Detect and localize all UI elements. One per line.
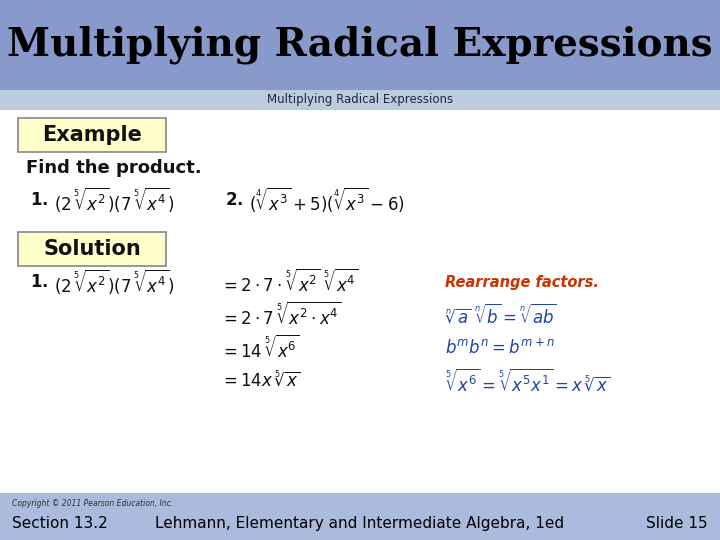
Text: $\mathbf{1.}$: $\mathbf{1.}$ [30,273,48,291]
Text: $\sqrt[n]{a}\;\sqrt[n]{b} = \sqrt[n]{ab}$: $\sqrt[n]{a}\;\sqrt[n]{b} = \sqrt[n]{ab}… [445,303,557,327]
Text: $b^m b^n = b^{m+n}$: $b^m b^n = b^{m+n}$ [445,339,555,357]
Text: Solution: Solution [43,239,141,259]
Text: $\mathbf{1.}$: $\mathbf{1.}$ [30,191,48,209]
Text: $\mathbf{2.}$: $\mathbf{2.}$ [225,191,243,209]
Text: Copyright © 2011 Pearson Education, Inc.: Copyright © 2011 Pearson Education, Inc. [12,499,174,508]
Text: $(2\,\sqrt[5]{x^2})(7\,\sqrt[5]{x^4})$: $(2\,\sqrt[5]{x^2})(7\,\sqrt[5]{x^4})$ [54,186,174,214]
FancyBboxPatch shape [18,118,166,152]
Text: $\sqrt[5]{x^6} = \sqrt[5]{x^5 x^1} = x\,\sqrt[5]{x}$: $\sqrt[5]{x^6} = \sqrt[5]{x^5 x^1} = x\,… [445,368,611,394]
Bar [0,90,720,110]
Text: Multiplying Radical Expressions: Multiplying Radical Expressions [7,26,713,64]
Text: $= 14\,\sqrt[5]{x^6}$: $= 14\,\sqrt[5]{x^6}$ [220,334,300,362]
Bar [0,0,720,90]
Bar [0,110,720,493]
Text: Example: Example [42,125,142,145]
Text: Rearrange factors.: Rearrange factors. [445,274,599,289]
Text: Section 13.2: Section 13.2 [12,516,108,531]
Bar [0,493,720,540]
Text: Multiplying Radical Expressions: Multiplying Radical Expressions [267,93,453,106]
FancyBboxPatch shape [18,232,166,266]
Text: $= 14x\,\sqrt[5]{x}$: $= 14x\,\sqrt[5]{x}$ [220,372,300,391]
Text: Lehmann, Elementary and Intermediate Algebra, 1ed: Lehmann, Elementary and Intermediate Alg… [156,516,564,531]
Text: $(2\,\sqrt[5]{x^2})(7\,\sqrt[5]{x^4})$: $(2\,\sqrt[5]{x^2})(7\,\sqrt[5]{x^4})$ [54,267,174,296]
Text: $= 2 \cdot 7 \cdot \sqrt[5]{x^2}\;\sqrt[5]{x^4}$: $= 2 \cdot 7 \cdot \sqrt[5]{x^2}\;\sqrt[… [220,268,359,295]
Text: Find the product.: Find the product. [26,159,202,177]
Text: $= 2 \cdot 7\,\sqrt[5]{x^2 \cdot x^4}$: $= 2 \cdot 7\,\sqrt[5]{x^2 \cdot x^4}$ [220,301,342,329]
Text: Slide 15: Slide 15 [647,516,708,531]
Text: $(\sqrt[4]{x^3}+5)(\sqrt[4]{x^3}-6)$: $(\sqrt[4]{x^3}+5)(\sqrt[4]{x^3}-6)$ [249,186,405,214]
